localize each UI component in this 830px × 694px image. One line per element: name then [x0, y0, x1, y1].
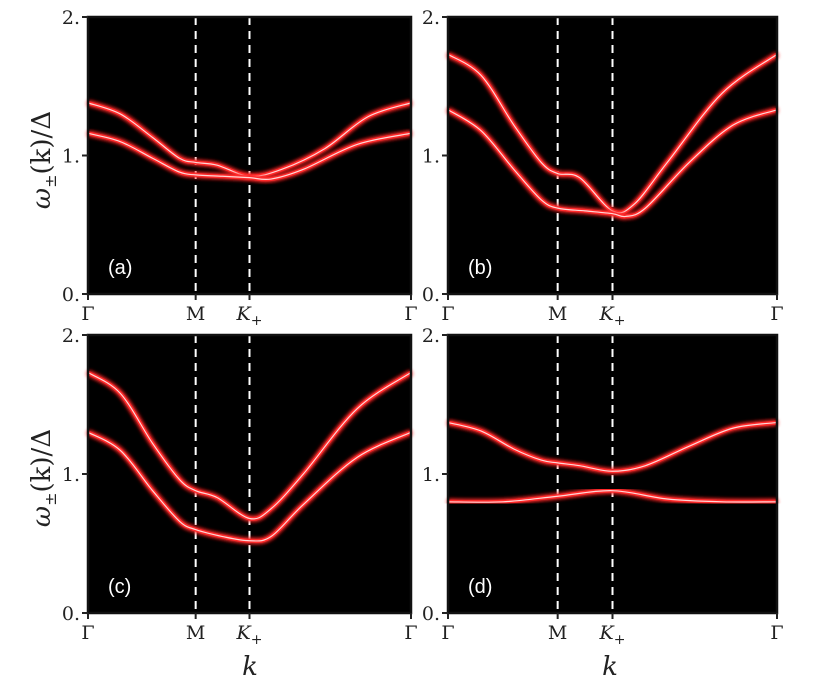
y-tick-label: 1. [422, 146, 440, 168]
y-tick-label: 0. [422, 603, 440, 625]
y-axis-label-omega: ω [27, 506, 57, 527]
svg-text:ω±(k)/Δ: ω±(k)/Δ [27, 111, 60, 209]
panel-label: (d) [468, 576, 492, 598]
x-tick-label: K+ [236, 622, 263, 648]
x-tick-label: M [548, 303, 567, 325]
x-tick-label: M [186, 622, 205, 644]
band-series-2 [87, 430, 412, 543]
band-curve-core [447, 53, 778, 214]
band-curve-core [447, 490, 778, 503]
band-curve-core [87, 102, 412, 177]
y-tick-label: 1. [422, 464, 440, 486]
panel-c: 0. 1. 2. Γ M K+ Γ (c) [62, 325, 418, 648]
band-curve-core [447, 421, 778, 472]
y-tick-label: 0. [422, 284, 440, 306]
y-tick-label: 2. [62, 7, 80, 29]
panel-label: (c) [108, 576, 131, 598]
y-tick-label: 2. [62, 325, 80, 347]
plot-area [88, 17, 411, 294]
panel-d: 0. 1. 2. Γ M K+ Γ (d) [422, 325, 784, 648]
y-axis-label-bottom: ω±(k)/Δ [27, 429, 60, 527]
x-tick-label: K+ [599, 303, 626, 329]
y-tick-label: 1. [62, 146, 80, 168]
band-curve-core [87, 132, 412, 181]
band-curve-core [87, 372, 412, 520]
panel-a: 0. 1. 2. Γ M K+ Γ (a) [62, 7, 418, 329]
x-axis-label-right: k [602, 652, 618, 682]
x-tick-label: Γ [81, 303, 94, 325]
x-tick-label: Γ [441, 303, 454, 325]
y-axis-label-top: ω±(k)/Δ [27, 111, 60, 209]
band-series-1 [446, 52, 779, 215]
x-tick-label: Γ [770, 622, 783, 644]
band-series-1 [447, 420, 778, 474]
band-curve-core [87, 431, 412, 542]
plot-area [448, 17, 777, 294]
band-series-2 [447, 488, 778, 505]
x-tick-label: Γ [404, 622, 417, 644]
band-curve-core [447, 109, 778, 218]
band-series-2 [87, 131, 412, 182]
y-tick-label: 0. [62, 603, 80, 625]
panel-label: (b) [468, 257, 492, 279]
x-tick-label: M [548, 622, 567, 644]
svg-text:ω±(k)/Δ: ω±(k)/Δ [27, 429, 60, 527]
y-axis-label-sub: ± [41, 174, 60, 187]
plot-area [88, 335, 411, 613]
x-tick-label: Γ [81, 622, 94, 644]
x-tick-label: M [186, 303, 205, 325]
x-tick-label: K+ [236, 303, 263, 329]
y-axis-label-sub: ± [41, 492, 60, 505]
panel-b: 0. 1. 2. Γ M K+ Γ (b) [422, 7, 784, 329]
y-axis-label-omega: ω [27, 188, 57, 209]
x-axis-label-left: k [242, 652, 258, 682]
plot-area [448, 335, 777, 613]
band-series-2 [446, 107, 778, 219]
x-tick-label: Γ [441, 622, 454, 644]
y-tick-label: 1. [62, 464, 80, 486]
panel-label: (a) [108, 257, 132, 279]
y-axis-label-arg: (k)/Δ [27, 429, 57, 493]
y-tick-label: 2. [422, 7, 440, 29]
x-tick-label: K+ [599, 622, 626, 648]
y-tick-label: 0. [62, 284, 80, 306]
y-tick-label: 2. [422, 325, 440, 347]
band-series-1 [87, 100, 412, 179]
x-tick-label: Γ [404, 303, 417, 325]
x-tick-label: Γ [770, 303, 783, 325]
y-axis-label-arg: (k)/Δ [27, 111, 57, 175]
band-series-1 [86, 370, 413, 521]
